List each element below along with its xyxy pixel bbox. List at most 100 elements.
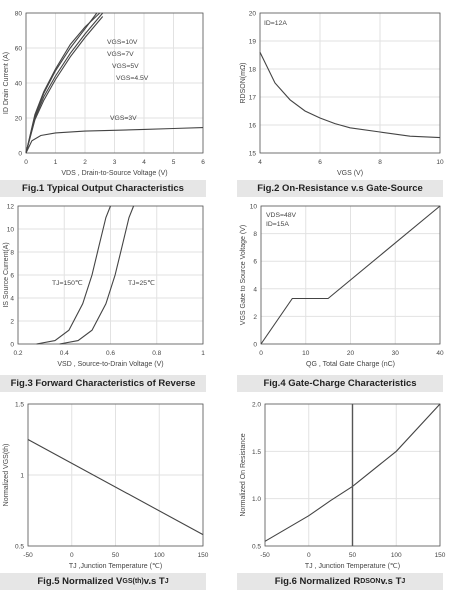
y-tick-label: 2.0 [252, 402, 261, 409]
x-axis-label: VSD , Source-to-Drain Voltage (V) [57, 361, 163, 368]
y-axis-label: Normalized VGS(th) [3, 444, 10, 507]
plot-frame [25, 12, 204, 154]
figure-6: -50 0 50 100 150 0.5 1.0 1.5 2.0 TJ , Junction Te… [237, 396, 446, 590]
figure-4: 0 10 20 30 40 0 2 4 6 8 10 VDS=48V ID=15A QG , Total … [237, 198, 444, 392]
x-tick-label: 100 [391, 552, 402, 559]
series-label: VDS=48V [266, 212, 297, 219]
x-tick-label: -50 [260, 552, 270, 559]
x-tick-label: 0 [307, 552, 311, 559]
caption-fig5-sub: GS(th) [122, 578, 144, 585]
y-tick-label: 20 [249, 11, 257, 18]
y-tick-label: 0 [253, 342, 257, 349]
x-axis-label: VGS (V) [337, 170, 363, 177]
chart-fig4: 0 10 20 30 40 0 2 4 6 8 10 VDS=48V ID=15A QG , Total … [240, 204, 444, 369]
x-tick-label: 3 [113, 159, 117, 166]
caption-fig2: Fig.2 On-Resistance v.s Gate-Source [237, 180, 443, 197]
series-label: VGS=3V [110, 115, 137, 122]
series-label: ID=12A [264, 20, 287, 27]
y-tick-label: 16 [249, 123, 257, 130]
y-tick-label: 4 [10, 296, 14, 303]
y-tick-label: 0 [10, 342, 14, 349]
series-label: VGS=4.5V [116, 75, 149, 82]
y-tick-label: 1.5 [252, 449, 261, 456]
plot-frame [259, 12, 441, 154]
y-axis-label: ID Drain Current (A) [3, 52, 10, 114]
x-tick-label: 0.6 [106, 350, 115, 357]
series-label: VGS=5V [112, 63, 139, 70]
y-tick-label: 2 [253, 314, 257, 321]
series-line-0 [36, 205, 112, 345]
x-tick-label: 2 [83, 159, 87, 166]
y-axis-label: Normalized On Resistance [240, 433, 247, 516]
x-tick-label: 150 [435, 552, 446, 559]
caption-fig5-main: Fig.5 Normalized V [37, 576, 123, 587]
caption-fig1: Fig.1 Typical Output Characteristics [0, 180, 206, 197]
x-tick-label: 6 [201, 159, 205, 166]
x-tick-label: 8 [378, 159, 382, 166]
series-line-0 [264, 403, 441, 542]
y-tick-label: 10 [250, 204, 258, 211]
series-label: VGS=10V [107, 39, 138, 46]
y-tick-label: 1 [20, 473, 24, 480]
x-tick-label: 10 [302, 350, 310, 357]
chart-fig1: 0 1 2 3 4 5 6020406080VGS=10VVGS=7VVGS=5VVGS=4… [3, 11, 205, 178]
x-tick-label: 100 [154, 552, 165, 559]
y-tick-label: 0 [18, 151, 22, 158]
y-axis-label: VGS Gate to Source Voltage (V) [240, 225, 247, 325]
x-tick-label: 30 [392, 350, 400, 357]
caption-fig4: Fig.4 Gate-Charge Characteristics [237, 375, 443, 392]
x-tick-label: 10 [436, 159, 444, 166]
series-label: VGS=7V [107, 51, 134, 58]
y-tick-label: 6 [10, 273, 14, 280]
y-tick-label: 12 [7, 204, 15, 211]
x-axis-label: TJ ,Junction Temperature (℃) [69, 563, 162, 570]
series-line-0 [25, 12, 101, 154]
y-tick-label: 15 [249, 151, 257, 158]
series-line-0 [259, 51, 441, 139]
y-tick-label: 0.5 [252, 544, 261, 551]
chart-fig2: 4 6 8 10 15 16 17 18 19 20 ID=12A VGS (V) RDSON(mΩ) [240, 11, 444, 178]
x-tick-label: 4 [258, 159, 262, 166]
y-tick-label: 40 [15, 81, 23, 88]
x-tick-label: 0 [70, 552, 74, 559]
x-axis-label: TJ , Junction Temperature (℃) [305, 563, 400, 570]
x-tick-label: 1 [201, 350, 205, 357]
x-tick-label: 20 [347, 350, 355, 357]
caption-fig6-sub: DSON [360, 578, 381, 585]
figure-5: -50 0 50 100 150 0.5 1 1.5 TJ ,Junction Temperat… [0, 396, 209, 590]
figure-3: 0.2 0.4 0.6 0.8 1 0 2 4 6 8 10 12 TJ=150℃ TJ=25℃ VSD ,… [0, 198, 206, 392]
x-tick-label: 150 [198, 552, 209, 559]
figure-2: 4 6 8 10 15 16 17 18 19 20 ID=12A VGS (V) RDSON(mΩ) … [237, 3, 444, 197]
x-tick-label: 0 [259, 350, 263, 357]
series-line-4 [25, 127, 204, 154]
chart-fig5: -50 0 50 100 150 0.5 1 1.5 TJ ,Junction Temperat… [3, 402, 209, 571]
series-line-0 [260, 205, 441, 345]
x-tick-label: 0.4 [60, 350, 69, 357]
x-tick-label: -50 [23, 552, 33, 559]
x-tick-label: 6 [318, 159, 322, 166]
y-tick-label: 2 [10, 319, 14, 326]
series-line-2 [25, 12, 104, 154]
series-line-0 [27, 439, 204, 536]
caption-fig5-tail-sub: J [164, 578, 169, 585]
y-tick-label: 4 [253, 286, 257, 293]
series-line-1 [25, 12, 98, 154]
x-tick-label: 50 [349, 552, 357, 559]
y-tick-label: 18 [249, 67, 257, 74]
x-tick-label: 0.8 [152, 350, 161, 357]
y-tick-label: 19 [249, 39, 257, 46]
series-label: ID=15A [266, 221, 289, 228]
x-tick-label: 0 [24, 159, 28, 166]
series-line-3 [25, 16, 104, 154]
y-tick-label: 8 [10, 250, 14, 257]
caption-fig6-tail: v.s T [380, 576, 402, 587]
x-axis-label: QG , Total Gate Charge (nC) [306, 361, 395, 368]
y-tick-label: 1.5 [15, 402, 24, 409]
series-label: TJ=25℃ [128, 280, 155, 287]
y-tick-label: 6 [253, 259, 257, 266]
y-tick-label: 20 [15, 116, 23, 123]
y-tick-label: 17 [249, 95, 257, 102]
y-tick-label: 10 [7, 227, 15, 234]
series-line-1 [59, 205, 135, 345]
